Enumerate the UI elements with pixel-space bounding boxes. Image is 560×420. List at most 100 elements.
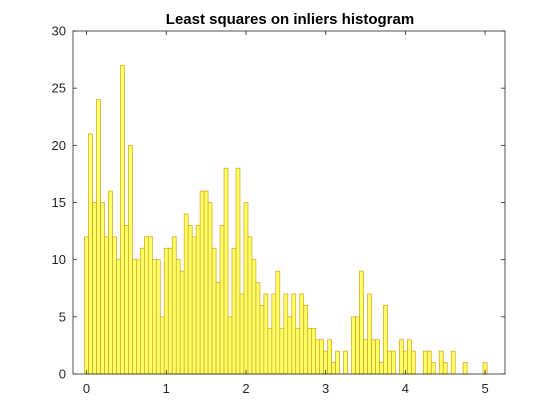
histogram-bar: [88, 133, 93, 375]
histogram-bar: [287, 316, 293, 375]
histogram-bar: [159, 316, 165, 375]
histogram-bar: [407, 339, 412, 375]
x-axis: 0 1 2 3 4 5: [83, 31, 489, 396]
histogram-bar: [359, 270, 364, 375]
x-tick-label: 3: [322, 381, 329, 396]
histogram-bar: [259, 305, 265, 375]
x-tick-label: 1: [163, 381, 170, 396]
histogram-bar: [136, 259, 141, 375]
histogram-bar: [327, 339, 332, 375]
histogram-bar: [96, 99, 101, 375]
histogram-bar: [140, 247, 145, 375]
histogram-bar: [219, 225, 225, 375]
histogram-bar: [315, 339, 321, 375]
histogram-bar: [195, 225, 201, 375]
histogram-bar: [255, 282, 261, 375]
histogram-bar: [155, 259, 161, 375]
histogram-bar: [399, 339, 404, 375]
histogram-bar: [227, 316, 233, 375]
histogram-bar: [426, 350, 432, 375]
histogram-bar: [120, 64, 125, 375]
histogram-bar: [223, 167, 229, 375]
histogram-bar: [179, 270, 185, 375]
histogram-bar: [143, 236, 149, 375]
histogram-bar: [199, 190, 205, 375]
histogram-bar: [295, 327, 301, 375]
histogram-bar: [375, 339, 380, 375]
histogram-bar: [387, 350, 392, 375]
x-tick-label: 4: [402, 381, 409, 396]
histogram-bar: [267, 327, 273, 375]
y-tick-label: 15: [52, 195, 66, 210]
y-tick-label: 5: [59, 309, 66, 324]
histogram-bar: [371, 339, 376, 375]
y-tick-label: 10: [52, 252, 66, 267]
y-tick-label: 30: [52, 24, 66, 39]
histogram-bar: [203, 190, 209, 375]
histogram-bar: [383, 305, 388, 375]
histogram-bar: [283, 293, 289, 375]
histogram-bar: [263, 293, 269, 375]
histogram-bar: [351, 316, 356, 375]
histogram-bar: [116, 259, 121, 375]
histogram-bar: [207, 202, 213, 375]
histogram-bar: [151, 259, 157, 375]
histogram-bar: [299, 293, 305, 375]
histogram-bar: [462, 362, 468, 375]
histogram-bar: [128, 144, 133, 375]
histogram-bar: [343, 350, 348, 375]
histogram-bar: [124, 225, 129, 375]
histogram-bar: [438, 350, 444, 375]
histogram-bar: [215, 282, 221, 375]
y-tick-label: 20: [52, 138, 66, 153]
histogram-bar: [367, 293, 372, 375]
histogram-bar: [175, 259, 181, 375]
histogram-bar: [167, 247, 173, 375]
y-tick-label: 25: [52, 81, 66, 96]
histogram-bar: [279, 327, 285, 375]
histogram-bar: [231, 247, 237, 375]
histogram-bar: [187, 225, 193, 375]
histogram-bar: [422, 350, 428, 375]
histogram-bar: [100, 202, 105, 375]
histogram-bar: [163, 247, 169, 375]
histogram-bar: [132, 259, 137, 375]
x-tick-label: 2: [242, 381, 249, 396]
histogram-bar: [355, 316, 360, 375]
histogram-bar: [147, 236, 153, 375]
histogram-bar: [363, 339, 368, 375]
histogram-bar: [331, 362, 336, 375]
histogram-bar: [303, 305, 309, 375]
histogram-bar: [379, 362, 384, 375]
histogram-bar: [191, 236, 197, 375]
histogram-bar: [112, 236, 117, 375]
histogram-bar: [104, 236, 109, 375]
histogram-bar: [311, 327, 317, 375]
histogram-bar: [92, 202, 97, 375]
histogram-bar: [430, 362, 436, 375]
histogram-bar: [251, 259, 257, 375]
histogram-bar: [183, 213, 189, 375]
y-axis: 0 5 10 15 20 25 30: [52, 24, 505, 382]
histogram-bar: [171, 236, 177, 375]
histogram-bar: [291, 293, 297, 375]
histogram-bar: [410, 350, 416, 375]
histogram-bar: [391, 350, 396, 375]
histogram-bar: [235, 167, 241, 375]
histogram-bar: [450, 350, 456, 375]
y-tick-label: 0: [59, 367, 66, 382]
histogram-bar: [243, 202, 249, 375]
histogram-bar: [108, 190, 113, 375]
histogram-bar: [275, 270, 281, 375]
histogram-bar: [319, 339, 325, 375]
x-tick-label: 0: [83, 381, 90, 396]
histogram-bar: [239, 293, 245, 375]
histogram-bar: [247, 236, 253, 375]
histogram-bar: [307, 327, 313, 375]
x-tick-label: 5: [481, 381, 488, 396]
histogram-bar: [84, 236, 89, 375]
histogram-bar: [211, 247, 217, 375]
histogram-bar: [442, 362, 448, 375]
